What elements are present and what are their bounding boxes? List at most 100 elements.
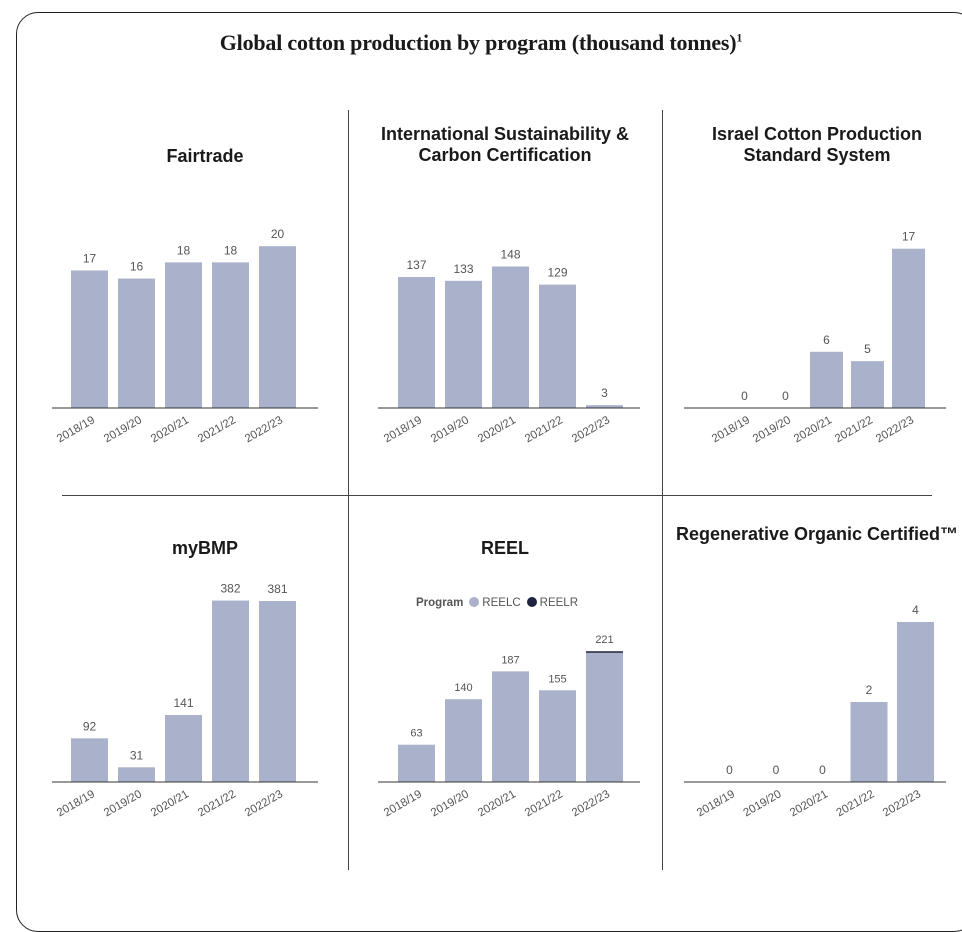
- bar-2019-20: [118, 278, 155, 408]
- tick-label: 2019/20: [102, 414, 144, 445]
- data-label: 0: [782, 389, 789, 403]
- tick-label: 2021/22: [196, 414, 238, 445]
- chart-israel-cotton: 02018/1902019/2062020/2152021/22172022/2…: [684, 230, 946, 445]
- bar-2021-22: [850, 702, 888, 782]
- tick-label: 2020/21: [149, 414, 191, 445]
- legend-swatch-reelr: [526, 597, 537, 607]
- data-label: 221: [595, 634, 613, 646]
- tick-label: 2018/19: [695, 788, 737, 819]
- tick-label: 2019/20: [429, 788, 471, 819]
- data-label: 92: [83, 719, 97, 733]
- tick-label: 2020/21: [149, 788, 191, 819]
- panel-title-roc: Regenerative Organic Certified™: [675, 524, 959, 544]
- tick-label: 2018/19: [382, 788, 424, 819]
- tick-label: 2019/20: [741, 788, 783, 819]
- bar-2018-19: [398, 276, 435, 408]
- data-label: 6: [823, 333, 830, 347]
- legend-item-reelc: REELC: [482, 597, 521, 609]
- panel-title-fairtrade: Fairtrade: [166, 146, 244, 166]
- tick-label: 2020/21: [792, 414, 834, 445]
- panel-title-reel: REEL: [480, 538, 529, 558]
- data-label: 4: [912, 603, 919, 617]
- data-label: 141: [173, 696, 193, 710]
- data-label: 17: [83, 251, 97, 265]
- tick-label: 2021/22: [833, 414, 875, 445]
- panel-title-israel-cotton: Israel Cotton Production Standard System: [711, 124, 922, 165]
- data-label: 0: [819, 763, 826, 777]
- data-label: 0: [741, 389, 748, 403]
- data-label: 133: [453, 262, 473, 276]
- chart-iscc: 137 2018/19 133 2019/20 148 2020/21 129 2021/22…: [378, 247, 640, 445]
- bar-2019-20: [118, 767, 155, 782]
- bar-reelc-2022-23: [586, 652, 623, 782]
- data-label: 0: [726, 763, 733, 777]
- data-label: 187: [501, 654, 519, 666]
- bar-2020-21: [810, 351, 843, 408]
- data-label: 148: [500, 247, 520, 261]
- tick-label: 2019/20: [102, 788, 144, 819]
- tick-label: 2019/20: [429, 414, 471, 445]
- tick-label: 2019/20: [751, 414, 793, 445]
- panel-title-mybmp: myBMP: [171, 538, 238, 558]
- data-label: 16: [130, 260, 144, 274]
- data-label: 5: [864, 342, 871, 356]
- data-label: 2: [866, 683, 873, 697]
- tick-label: 2022/23: [874, 414, 916, 445]
- data-label: 382: [220, 582, 240, 596]
- tick-label: 2021/22: [523, 788, 565, 819]
- tick-label: 2022/23: [881, 788, 923, 819]
- data-label: 18: [177, 243, 191, 257]
- tick-label: 2020/21: [476, 788, 518, 819]
- bar-2020-21: [165, 262, 202, 408]
- tick-label: 2021/22: [196, 788, 238, 819]
- data-label: 137: [406, 258, 426, 272]
- tick-label: 2020/21: [788, 788, 830, 819]
- bar-reelr-2022-23: [586, 651, 623, 653]
- bar-reelc-2020-21: [492, 671, 529, 782]
- bar-reelc-2019-20: [445, 699, 482, 782]
- data-label: 0: [773, 763, 780, 777]
- tick-label: 2018/19: [55, 414, 97, 445]
- data-label: 3: [601, 386, 608, 400]
- data-label: 381: [267, 582, 287, 596]
- data-label: 129: [547, 266, 567, 280]
- panel-title-iscc: International Sustainability & Carbon Ce…: [380, 124, 630, 165]
- tick-label: 2021/22: [834, 788, 876, 819]
- tick-label: 2022/23: [570, 788, 612, 819]
- bar-2021-22: [851, 361, 884, 408]
- page-title: Global cotton production by program (tho…: [219, 30, 743, 55]
- bar-2019-20: [445, 280, 482, 408]
- chart-roc: 0 2018/19 0 2019/20 0 2020/21 2 2021/22 4 2022/23: [684, 603, 946, 819]
- tick-label: 2021/22: [523, 414, 565, 445]
- bar-2018-19: [71, 270, 108, 408]
- data-label: 31: [130, 748, 144, 762]
- chart-reel: 632018/191402019/201872020/211552021/222…: [378, 634, 640, 819]
- legend-swatch-reelc: [469, 597, 480, 607]
- tick-label: 2018/19: [710, 414, 752, 445]
- bar-reelc-2021-22: [539, 690, 576, 782]
- bar-2022-23: [897, 622, 934, 782]
- legend-item-reelr: REELR: [539, 597, 579, 609]
- bar-2021-22: [539, 284, 576, 408]
- legend: Program REELC REELR: [416, 597, 578, 609]
- data-label: 140: [454, 682, 472, 694]
- tick-label: 2022/23: [570, 414, 612, 445]
- data-label: 17: [902, 230, 916, 244]
- bar-2021-22: [212, 600, 249, 782]
- bar-2020-21: [492, 266, 529, 408]
- tick-label: 2020/21: [476, 414, 518, 445]
- divider-vertical-left: [348, 110, 349, 870]
- bar-reelc-2018-19: [398, 744, 435, 782]
- tick-label: 2018/19: [55, 788, 97, 819]
- divider-horizontal: [62, 495, 932, 496]
- tick-label: 2022/23: [243, 414, 285, 445]
- tick-label: 2022/23: [243, 788, 285, 819]
- bar-2022-23: [586, 405, 623, 408]
- divider-vertical-right: [662, 110, 663, 870]
- bar-2020-21: [165, 715, 202, 782]
- legend-title: Program: [416, 597, 464, 609]
- data-label: 20: [271, 227, 285, 241]
- chart-fairtrade: 17 2018/19 16 2019/20 18 2020/21 18 2021/22 20 20…: [52, 227, 318, 445]
- data-label: 18: [224, 243, 238, 257]
- bar-2022-23: [892, 248, 925, 408]
